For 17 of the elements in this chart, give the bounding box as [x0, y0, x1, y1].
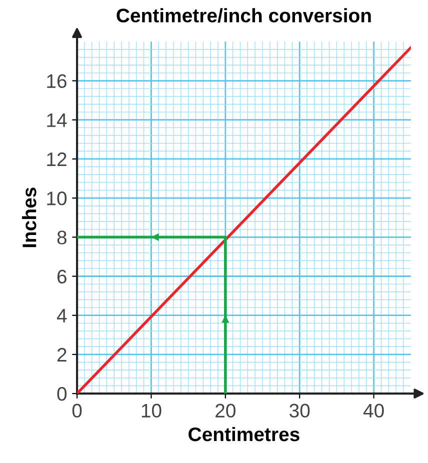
- y-axis-title: Inches: [22, 188, 36, 248]
- y-tick-label: 16: [47, 74, 66, 88]
- y-tick-label: 0: [57, 387, 67, 401]
- x-tick-label: 10: [142, 404, 162, 418]
- x-tick-label: 0: [72, 404, 82, 418]
- chart-title: Centimetre/inch conversion: [116, 8, 371, 23]
- y-tick-label: 12: [47, 152, 66, 166]
- x-tick-label: 20: [216, 404, 236, 418]
- x-tick-label: 30: [290, 404, 310, 418]
- y-tick-label: 8: [57, 230, 66, 244]
- x-tick-label: 40: [363, 404, 384, 418]
- y-tick-label: 10: [47, 192, 67, 206]
- y-tick-label: 6: [57, 270, 66, 284]
- y-tick-label: 14: [47, 114, 67, 127]
- x-axis-title: Centimetres: [188, 426, 300, 442]
- y-tick-label: 4: [56, 309, 67, 322]
- y-tick-label: 2: [57, 348, 66, 362]
